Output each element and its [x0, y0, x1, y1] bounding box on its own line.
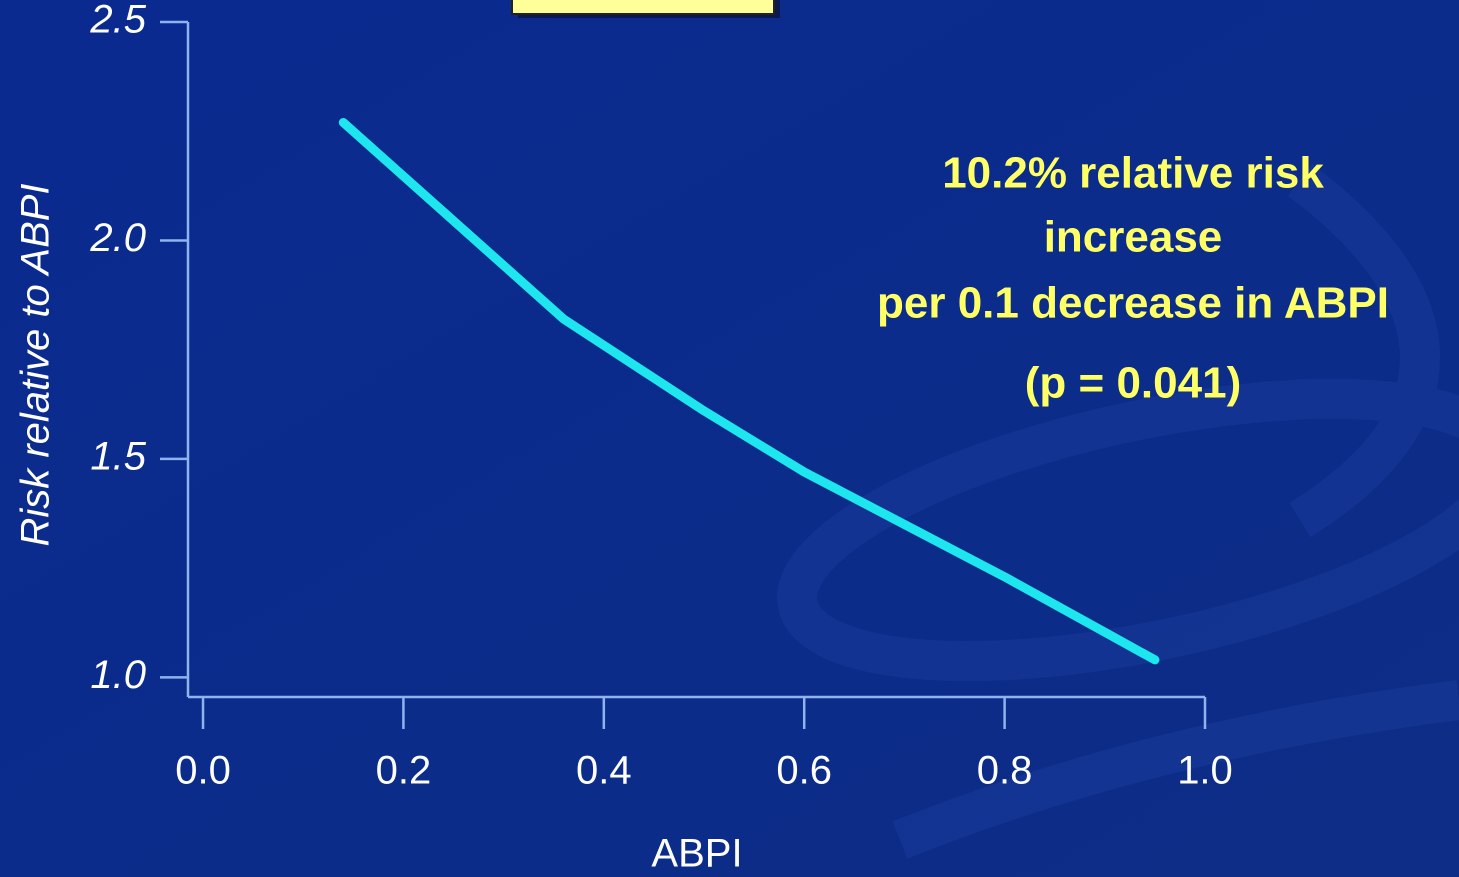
y-tick-label: 1.5 [90, 434, 146, 478]
annotation-line: 10.2% relative risk [942, 149, 1324, 198]
annotation-line: increase [1044, 213, 1223, 262]
annotation-line: (p = 0.041) [1025, 359, 1241, 408]
x-tick-label: 0.2 [376, 749, 432, 793]
x-tick-label: 1.0 [1177, 749, 1233, 793]
y-tick-label: 1.0 [90, 653, 146, 697]
x-tick-label: 0.4 [576, 749, 632, 793]
page: 1.0 1.5 2.0 2.5 0.0 0.2 0.4 0.6 0.8 1.0 Risk rela… [0, 0, 1459, 877]
x-axis-title: ABPI [651, 832, 742, 876]
y-tick-label: 2.5 [89, 0, 146, 42]
header-box [512, 0, 780, 18]
x-tick-label: 0.6 [776, 749, 832, 793]
chart: 1.0 1.5 2.0 2.5 0.0 0.2 0.4 0.6 0.8 1.0 Risk rela… [0, 0, 1459, 877]
x-tick-label: 0.0 [175, 749, 231, 793]
annotation-line: per 0.1 decrease in ABPI [877, 279, 1389, 328]
x-tick-label: 0.8 [977, 749, 1033, 793]
y-axis-title: Risk relative to ABPI [14, 183, 58, 546]
y-tick-label: 2.0 [89, 216, 146, 260]
